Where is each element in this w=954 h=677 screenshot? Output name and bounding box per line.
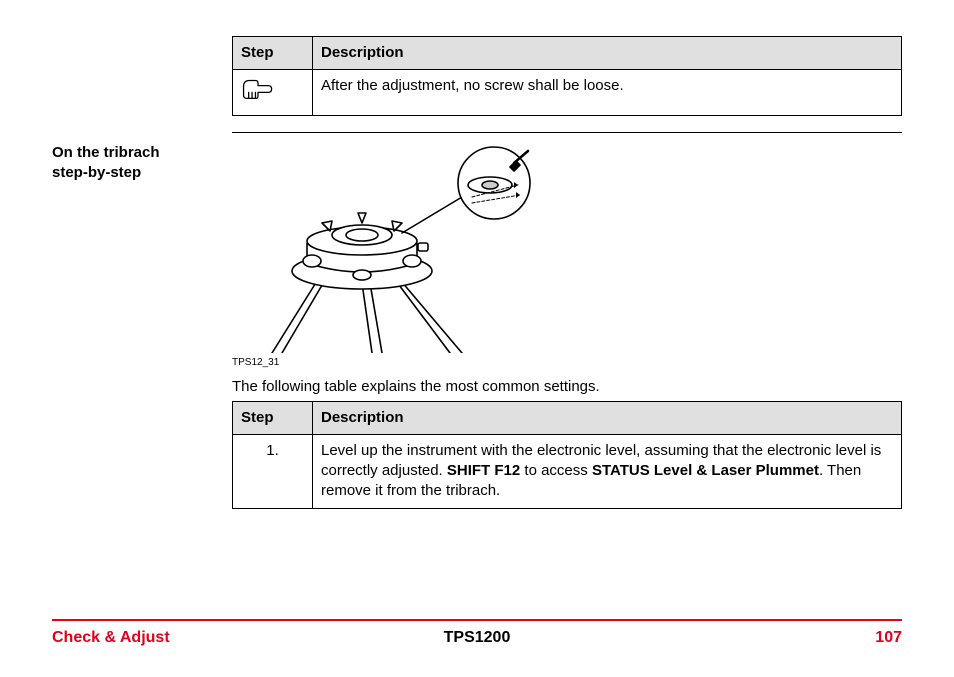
table-1-container: Step Description: [232, 36, 902, 116]
table1-header-step: Step: [233, 37, 313, 70]
pointing-hand-icon: [241, 76, 275, 102]
tribrach-figure: [232, 143, 552, 353]
callout-circle-icon: [458, 147, 530, 219]
section-heading-line1: On the tribrach: [52, 144, 160, 161]
footer-section-title: Check & Adjust: [52, 629, 170, 647]
table1-description-cell: After the adjustment, no screw shall be …: [313, 70, 902, 115]
table-2: Step Description 1. Level up the instrum…: [232, 401, 902, 509]
table1-header-description: Description: [313, 37, 902, 70]
table2-description-cell: Level up the instrument with the electro…: [313, 434, 902, 508]
table2-step-cell: 1.: [233, 434, 313, 508]
page-footer: Check & Adjust TPS1200 107: [52, 619, 902, 647]
desc-text-2: to access: [520, 462, 592, 479]
desc-bold-2: STATUS Level & Laser Plummet: [592, 462, 819, 479]
section-divider: [232, 132, 902, 133]
footer-page-number: 107: [875, 629, 902, 647]
table2-header-description: Description: [313, 401, 902, 434]
lead-paragraph: The following table explains the most co…: [232, 378, 902, 395]
table-1: Step Description: [232, 36, 902, 116]
table1-row: After the adjustment, no screw shall be …: [233, 70, 902, 115]
section-heading-line2: step-by-step: [52, 164, 141, 181]
table2-row-1: 1. Level up the instrument with the elec…: [233, 434, 902, 508]
section-heading: On the tribrach step-by-step: [52, 143, 232, 184]
desc-bold-1: SHIFT F12: [447, 462, 520, 479]
footer-document-id: TPS1200: [444, 629, 511, 647]
table1-step-icon-cell: [233, 70, 313, 115]
figure-caption: TPS12_31: [232, 357, 902, 368]
table2-header-step: Step: [233, 401, 313, 434]
